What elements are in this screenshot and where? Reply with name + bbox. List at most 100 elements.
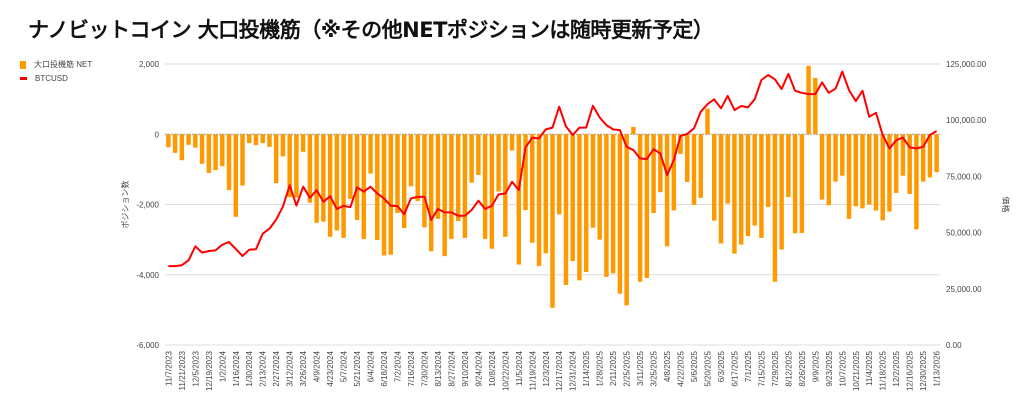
x-tick-label: 12/3/2024: [542, 350, 551, 386]
x-tick-label: 11/18/2025: [879, 350, 888, 390]
net-bar: [813, 78, 818, 135]
net-bar: [482, 134, 488, 239]
right-tick-label: 0.00: [946, 341, 962, 350]
x-tick-label: 7/2/2024: [394, 350, 403, 382]
net-bar: [516, 134, 522, 265]
net-bar: [705, 108, 710, 135]
net-bar: [321, 134, 326, 222]
x-tick-label: 1/13/2026: [933, 350, 942, 386]
x-tick-label: 7/1/2025: [744, 350, 753, 382]
net-bar: [503, 134, 508, 237]
x-tick-label: 6/4/2024: [367, 350, 376, 382]
x-tick-label: 2/11/2025: [609, 350, 618, 386]
net-bar: [327, 134, 333, 237]
x-tick-label: 8/27/2024: [447, 350, 456, 386]
net-bar: [631, 126, 636, 135]
right-tick-label: 50,000.00: [946, 229, 982, 238]
left-tick-label: -4,000: [136, 271, 159, 280]
right-tick-label: 75,000.00: [946, 172, 982, 181]
net-bar: [172, 134, 178, 153]
net-bar: [408, 134, 414, 187]
x-tick-label: 3/11/2025: [636, 350, 645, 386]
net-bar: [509, 134, 515, 151]
net-bar: [213, 134, 218, 171]
net-bar: [792, 134, 798, 234]
net-bar: [880, 134, 885, 221]
net-bar: [934, 134, 939, 173]
net-bar: [449, 134, 454, 239]
net-bar: [846, 134, 852, 219]
net-bar: [927, 134, 933, 178]
btcusd-line: [168, 70, 938, 268]
net-bar: [226, 134, 232, 191]
bar-swatch-icon: [20, 60, 26, 69]
left-tick-label: -2,000: [136, 201, 159, 210]
net-bar: [435, 134, 441, 219]
legend-label-btcusd: BTCUSD: [35, 74, 68, 83]
x-tick-label: 12/5/2023: [191, 350, 200, 386]
x-tick-label: 11/7/2023: [164, 350, 173, 386]
x-tick-label: 1/2/2024: [218, 350, 227, 382]
left-tick-label: 2,000: [139, 60, 160, 69]
legend-item-btcusd[interactable]: BTCUSD: [20, 74, 68, 83]
net-bar: [604, 134, 609, 277]
x-tick-label: 1/30/2024: [245, 350, 254, 386]
x-tick-label: 2/13/2024: [259, 350, 268, 386]
x-tick-label: 11/21/2023: [178, 350, 187, 390]
net-bar: [765, 134, 771, 207]
net-bar: [179, 134, 185, 161]
net-bar: [853, 134, 858, 207]
net-bar: [664, 134, 670, 247]
legend-item-net[interactable]: 大口投機筋 NET: [20, 59, 92, 70]
net-bar: [368, 134, 373, 174]
net-bar: [199, 134, 205, 164]
net-bar: [455, 134, 461, 222]
net-bar: [860, 134, 865, 209]
net-bar: [300, 134, 306, 152]
x-tick-label: 9/9/2025: [811, 350, 820, 382]
x-tick-label: 10/21/2025: [852, 350, 861, 391]
net-bar: [294, 134, 299, 198]
x-tick-label: 7/29/2025: [771, 350, 780, 386]
net-bar: [644, 134, 650, 278]
net-bar: [907, 134, 912, 194]
net-bar: [873, 134, 879, 211]
x-tick-label: 3/26/2024: [299, 350, 308, 386]
left-tick-label: 0: [155, 130, 160, 139]
net-bar: [786, 134, 791, 198]
net-bar: [610, 134, 616, 274]
right-tick-label: 100,000.00: [946, 116, 987, 125]
x-tick-label: 2/27/2024: [272, 350, 281, 386]
net-bar: [348, 134, 353, 199]
net-bar: [361, 134, 367, 239]
x-tick-label: 4/8/2025: [663, 350, 672, 382]
net-bar: [772, 134, 778, 282]
net-bar: [893, 134, 899, 193]
net-bar: [583, 134, 589, 272]
x-tick-label: 4/22/2025: [677, 350, 686, 386]
net-bar: [718, 134, 724, 244]
x-tick-label: 5/20/2025: [704, 350, 713, 386]
x-tick-label: 5/21/2024: [353, 350, 362, 386]
net-bar: [402, 134, 407, 229]
net-bar: [166, 134, 171, 148]
net-bar: [240, 134, 245, 186]
x-tick-label: 7/16/2024: [407, 350, 416, 386]
left-tick-label: -6,000: [136, 341, 159, 350]
net-bar: [354, 134, 360, 220]
net-bar: [543, 134, 548, 254]
x-tick-label: 7/15/2025: [757, 350, 766, 386]
x-tick-label: 12/17/2024: [555, 350, 564, 391]
net-bar: [577, 134, 582, 281]
net-bar: [536, 134, 542, 266]
net-bar: [833, 134, 838, 182]
line-swatch-icon: [20, 77, 27, 80]
net-bar: [651, 134, 656, 213]
net-bar: [557, 134, 562, 215]
net-bar: [280, 134, 286, 157]
net-bar: [307, 134, 313, 203]
net-bar: [725, 134, 730, 204]
x-tick-label: 11/4/2025: [865, 350, 874, 386]
net-bar: [442, 134, 447, 257]
x-tick-label: 3/25/2025: [650, 350, 659, 386]
